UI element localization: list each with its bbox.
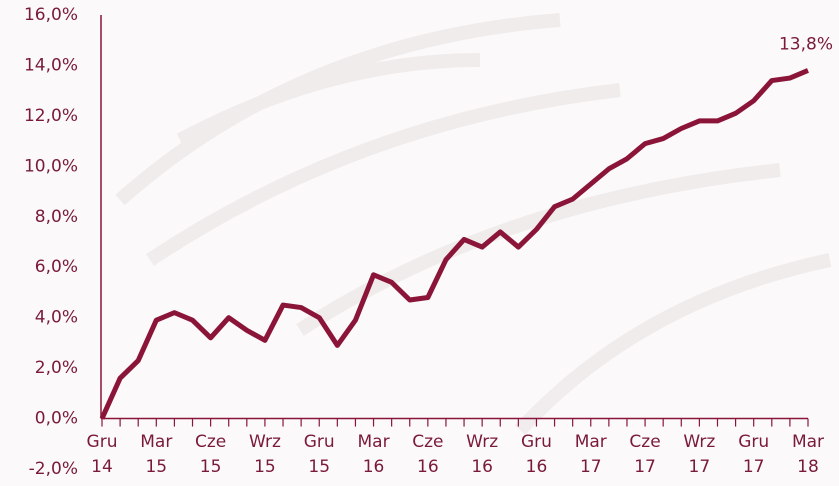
x-tick-label: Gru 16 — [520, 431, 552, 477]
y-tick-label: 8,0% — [35, 207, 78, 227]
y-tick-label: 16,0% — [24, 5, 78, 25]
x-tick-label: Mar 17 — [574, 431, 607, 477]
y-tick-label: 6,0% — [35, 257, 78, 277]
x-tick-label: Cze 16 — [412, 431, 444, 477]
x-tick-label: Mar 15 — [140, 431, 173, 477]
y-tick-label: 0,0% — [35, 409, 78, 429]
data-label: 13,8% — [779, 34, 833, 54]
y-tick-label: 14,0% — [24, 55, 78, 75]
y-tick-label: -2,0% — [29, 459, 78, 479]
x-tick-label: Mar 18 — [791, 431, 825, 477]
y-tick-label: 4,0% — [35, 308, 78, 328]
x-tick-label: Mar 16 — [357, 431, 390, 477]
watermark — [115, 13, 832, 435]
x-tick-label: Gru 17 — [738, 431, 770, 477]
x-tick-label: Gru 15 — [303, 431, 335, 477]
y-tick-label: 10,0% — [24, 156, 78, 176]
x-tick-label: Wrz 17 — [683, 431, 716, 477]
x-tick-label: Cze 15 — [194, 431, 227, 477]
x-tick-label: Cze 17 — [629, 431, 661, 477]
x-tick-label: Wrz 15 — [248, 431, 281, 477]
x-tick-label: Wrz 16 — [466, 431, 499, 477]
y-tick-label: 12,0% — [24, 106, 78, 126]
line — [99, 68, 809, 420]
x-tick-label: Gru 14 — [86, 431, 118, 477]
y-tick-label: 2,0% — [35, 358, 78, 378]
